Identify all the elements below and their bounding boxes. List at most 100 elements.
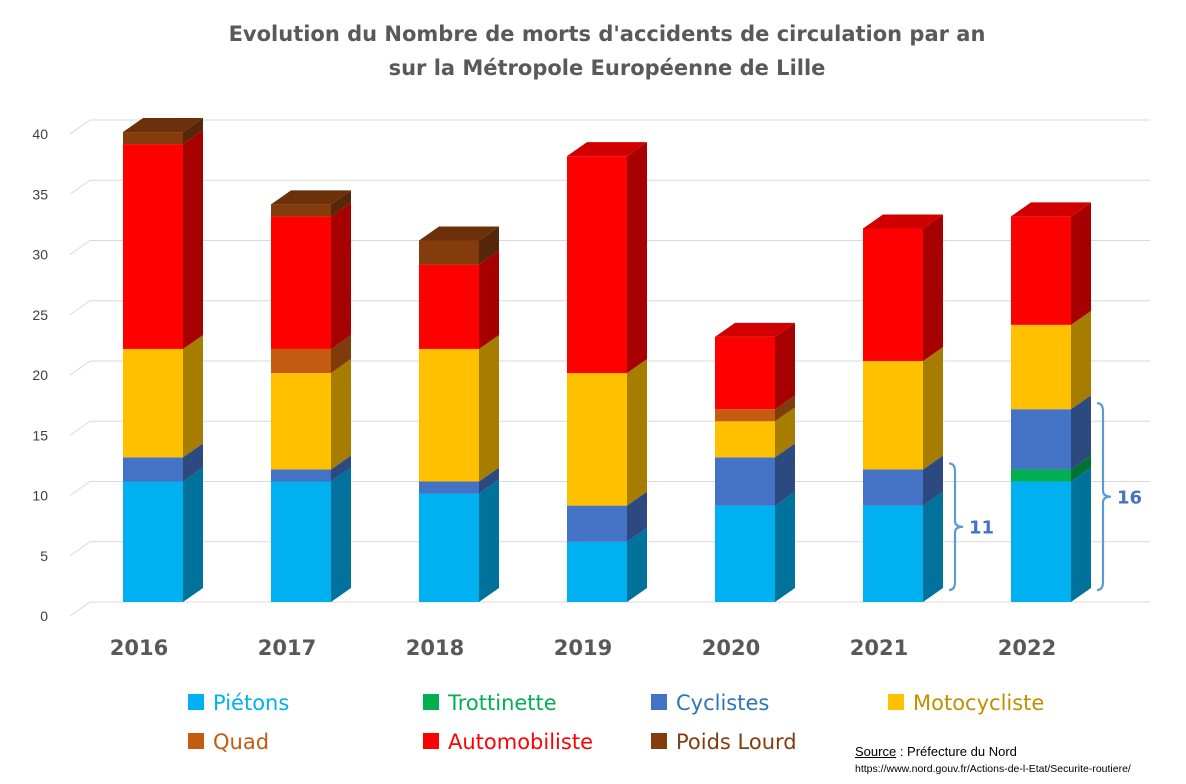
bar-side <box>183 130 203 349</box>
bar-segment <box>419 334 499 482</box>
x-tick-label: 2021 <box>850 636 908 660</box>
y-tick-label: 0 <box>40 608 48 624</box>
y-tick-label: 30 <box>32 247 48 263</box>
bar-side <box>775 395 795 422</box>
bar-top <box>419 226 499 241</box>
gridline-diagonal <box>69 360 91 376</box>
source-text: : Préfecture du Nord <box>896 744 1017 759</box>
legend-item: Motocycliste <box>888 691 1044 715</box>
bar-front <box>123 144 183 349</box>
bar-side <box>331 359 351 470</box>
bar-segment <box>567 142 647 374</box>
y-tick-label: 40 <box>32 126 48 142</box>
bar-side <box>923 214 943 361</box>
bracket-2022 <box>1096 402 1112 592</box>
bar-side <box>331 334 351 374</box>
gridline-diagonal <box>69 119 91 135</box>
bar-top <box>715 322 795 337</box>
y-axis-ticks: 0 5 10 15 20 25 30 35 40 <box>32 126 48 624</box>
y-tick-label: 20 <box>32 367 48 383</box>
bar-side <box>923 491 943 602</box>
bar-side <box>331 190 351 217</box>
bar-segment <box>123 467 203 602</box>
bar-segment <box>1011 310 1091 410</box>
bar-side <box>627 142 647 374</box>
y-tick-label: 5 <box>40 548 48 564</box>
bar-front <box>567 373 627 506</box>
legend-item: Automobiliste <box>423 730 593 754</box>
bar-segment <box>1011 202 1091 325</box>
bar-segment <box>271 359 351 470</box>
source-url: https://www.nord.gouv.fr/Actions-de-l-Et… <box>855 763 1131 775</box>
bar-front <box>271 469 331 482</box>
bar-front <box>1011 216 1071 325</box>
bar-segment <box>123 334 203 458</box>
bracket-label-2021: 11 <box>969 518 994 539</box>
bar-front <box>271 373 331 470</box>
chart-legend: Piétons Trottinette Cyclistes Motocycliste Q… <box>188 691 1044 754</box>
bar-front <box>567 156 627 374</box>
gridline-diagonal <box>69 601 91 617</box>
y-tick-label: 15 <box>32 427 48 443</box>
bar-front <box>715 505 775 602</box>
bar-side <box>479 334 499 482</box>
bar-side <box>627 491 647 542</box>
bar-segment <box>123 443 203 482</box>
y-tick-label: 10 <box>32 488 48 504</box>
bar-segment <box>567 527 647 602</box>
gridline-diagonal <box>69 300 91 316</box>
bar-side <box>183 118 203 145</box>
bar-front <box>419 264 479 349</box>
bar-front <box>715 409 775 422</box>
bar-front <box>123 132 183 145</box>
bar-side <box>479 250 499 349</box>
source-note: Source : Préfecture du Nord <box>855 744 1017 759</box>
bar-front <box>1011 324 1071 410</box>
bar-front <box>271 204 331 217</box>
legend-swatch <box>188 694 204 710</box>
legend-label: Poids Lourd <box>676 730 797 754</box>
bar-top <box>863 214 943 229</box>
bar-front <box>1011 409 1071 470</box>
chart-title-line-1: Evolution du Nombre de morts d'accidents… <box>229 22 986 46</box>
bar-side <box>775 491 795 602</box>
legend-swatch <box>888 694 904 710</box>
source-label: Source <box>855 744 897 759</box>
legend-item: Piétons <box>188 691 289 715</box>
bar-segment <box>419 467 499 494</box>
bar-segment <box>715 395 795 422</box>
bracket-label-2022: 16 <box>1117 488 1142 509</box>
bar-side <box>479 479 499 602</box>
legend-swatch <box>423 733 439 749</box>
bar-segment <box>715 407 795 458</box>
gridline-diagonal <box>69 481 91 496</box>
bar-front <box>271 216 331 349</box>
bar-side <box>331 202 351 349</box>
bar-front <box>567 541 627 602</box>
bar-front <box>271 348 331 374</box>
bar-front <box>419 481 479 494</box>
legend-label: Quad <box>213 730 269 754</box>
bar-side <box>627 359 647 506</box>
bar-segment <box>419 250 499 349</box>
bar-side <box>923 347 943 470</box>
bar-side <box>479 226 499 265</box>
bar-segment <box>863 455 943 506</box>
legend-swatch <box>651 694 667 710</box>
bar-segment <box>567 359 647 506</box>
bar-segment <box>419 479 499 602</box>
bar-front <box>271 481 331 602</box>
bar-side <box>775 407 795 458</box>
legend-swatch <box>188 733 204 749</box>
bar-side <box>1071 467 1091 602</box>
bar-side <box>183 334 203 458</box>
bar-top <box>1011 202 1091 217</box>
bar-segment <box>271 334 351 374</box>
bar-front <box>419 493 479 602</box>
bar-top <box>567 142 647 157</box>
y-tick-label: 35 <box>32 186 48 202</box>
bar-front <box>123 348 183 458</box>
x-tick-label: 2017 <box>258 636 316 660</box>
chart-title-line-2: sur la Métropole Européenne de Lille <box>389 56 826 80</box>
